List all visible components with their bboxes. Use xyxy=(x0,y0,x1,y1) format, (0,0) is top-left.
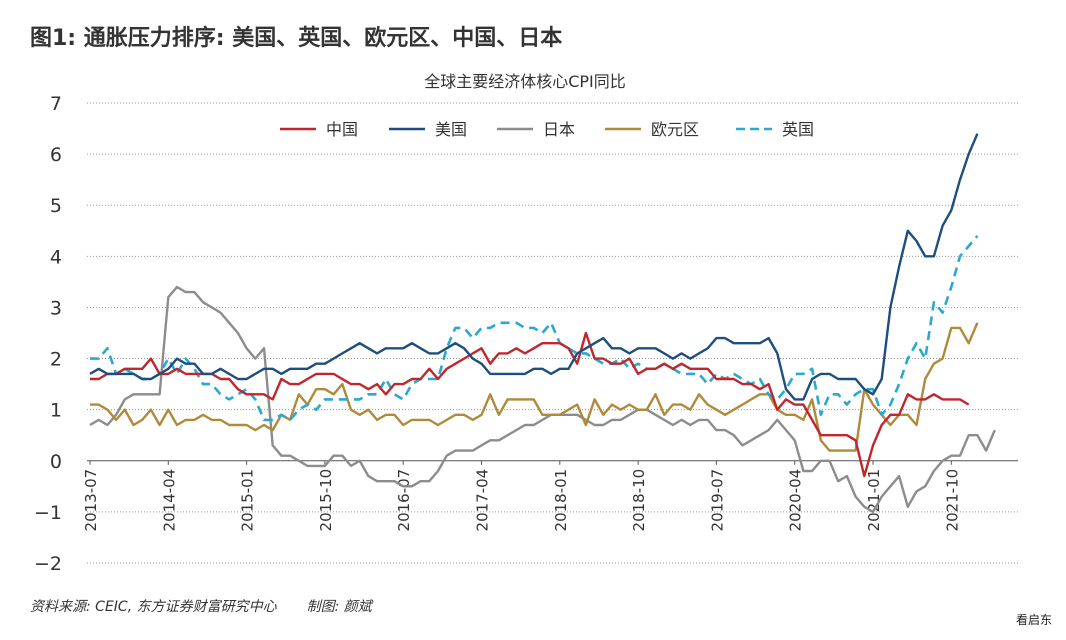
series-line-us xyxy=(89,133,979,401)
legend-label-japan: 日本 xyxy=(543,120,575,139)
series-line-euro xyxy=(90,322,979,452)
y-axis-ticks: 7 6 5 4 3 2 1 0 −1 −2 xyxy=(34,93,62,575)
x-tick-label: 2015-01 xyxy=(239,469,257,532)
grid-lines xyxy=(87,102,1018,564)
legend-label-euro: 欧元区 xyxy=(651,120,699,139)
y-tick-label: −2 xyxy=(34,553,62,575)
source-note: 资料来源: CEIC, 东方证券财富研究中心 制图: 颜斌 xyxy=(30,596,372,616)
x-tick-label: 2021-10 xyxy=(943,469,961,532)
chart-title: 全球主要经济体核心CPI同比 xyxy=(424,72,626,91)
legend-label-uk: 英国 xyxy=(782,120,814,139)
legend-label-china: 中国 xyxy=(326,120,358,139)
y-tick-label: 1 xyxy=(50,400,62,422)
y-tick-label: 2 xyxy=(50,349,62,371)
y-tick-label: 4 xyxy=(50,246,62,268)
legend-label-us: 美国 xyxy=(435,120,467,139)
x-tick-label: 2019-07 xyxy=(708,469,726,532)
y-tick-label: 5 xyxy=(50,195,62,217)
y-tick-label: 6 xyxy=(50,144,62,166)
series-lines xyxy=(89,133,996,514)
x-tick-label: 2014-04 xyxy=(160,469,178,532)
x-tick-label: 2018-10 xyxy=(630,469,648,532)
series-line-uk xyxy=(90,235,979,422)
x-tick-label: 2013-07 xyxy=(82,469,100,532)
x-tick-label: 2021-01 xyxy=(865,469,883,532)
y-tick-label: 0 xyxy=(50,451,62,473)
x-tick-label: 2015-10 xyxy=(317,469,335,532)
watermark-text: 看启东 xyxy=(1015,613,1052,627)
x-tick-label: 2016-07 xyxy=(395,469,413,532)
series-line-china xyxy=(90,331,970,478)
x-tick-label: 2017-04 xyxy=(474,469,492,532)
legend: 中国 美国 日本 欧元区 英国 xyxy=(280,120,814,139)
x-tick-label: 2018-01 xyxy=(552,469,570,532)
series-line-japan xyxy=(89,285,996,514)
y-tick-label: 3 xyxy=(50,297,62,319)
figure-title: 图1: 通胀压力排序: 美国、英国、欧元区、中国、日本 xyxy=(30,26,563,51)
x-tick-label: 2020-04 xyxy=(787,469,805,532)
credit-label: 制图: 颜斌 xyxy=(306,599,372,615)
y-tick-label: −1 xyxy=(34,502,62,524)
x-axis-ticks: 2013-07 2014-04 2015-01 2015-10 2016-07 2017-… xyxy=(82,460,961,532)
source-label: 资料来源: CEIC, 东方证券财富研究中心 xyxy=(30,599,277,615)
y-tick-label: 7 xyxy=(50,93,62,115)
